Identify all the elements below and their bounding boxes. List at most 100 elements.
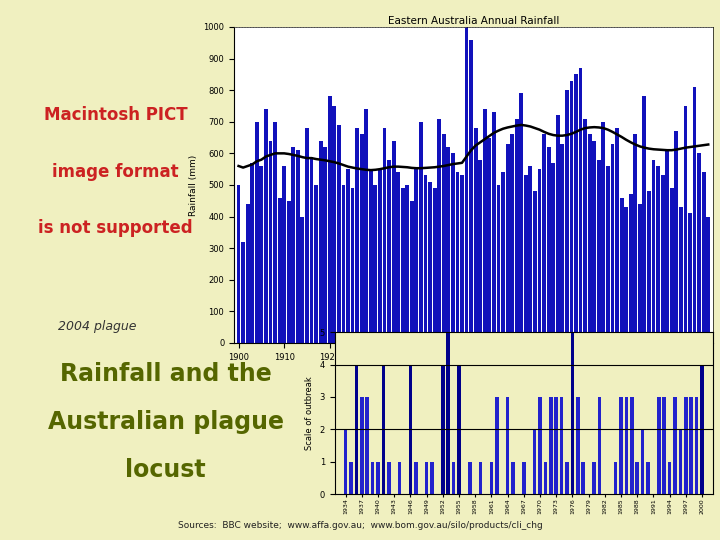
Bar xyxy=(565,90,569,343)
Bar xyxy=(305,128,309,343)
Bar xyxy=(437,119,441,343)
Bar xyxy=(581,462,585,494)
Bar xyxy=(511,462,515,494)
Bar xyxy=(519,93,523,343)
Bar xyxy=(706,217,710,343)
Bar xyxy=(396,172,400,343)
Bar xyxy=(314,185,318,343)
Bar xyxy=(360,134,364,343)
Bar xyxy=(497,185,500,343)
Bar xyxy=(670,188,674,343)
Bar xyxy=(542,134,546,343)
Bar xyxy=(464,27,469,343)
Bar xyxy=(468,462,472,494)
Bar xyxy=(433,188,436,343)
Bar xyxy=(630,397,634,494)
Bar xyxy=(652,160,655,343)
Bar xyxy=(549,397,553,494)
Bar xyxy=(510,134,514,343)
Bar xyxy=(552,163,555,343)
Bar xyxy=(576,397,580,494)
Bar xyxy=(570,80,573,343)
Bar xyxy=(237,185,240,343)
Bar xyxy=(425,462,428,494)
Bar xyxy=(310,157,313,343)
Bar xyxy=(255,122,258,343)
Bar xyxy=(665,150,669,343)
Bar xyxy=(456,172,459,343)
Bar xyxy=(490,462,493,494)
Bar xyxy=(428,182,432,343)
Bar xyxy=(378,169,382,343)
Bar xyxy=(287,201,291,343)
Bar xyxy=(241,242,245,343)
Bar xyxy=(624,397,629,494)
Bar xyxy=(382,128,387,343)
Bar xyxy=(469,39,473,343)
Bar xyxy=(405,185,409,343)
Bar xyxy=(560,144,564,343)
Bar xyxy=(278,198,282,343)
Bar xyxy=(598,397,601,494)
Bar xyxy=(360,397,364,494)
Y-axis label: Rainfall (mm): Rainfall (mm) xyxy=(189,154,198,215)
Bar xyxy=(634,134,637,343)
Bar xyxy=(629,194,633,343)
Bar xyxy=(700,364,704,494)
Bar xyxy=(613,462,618,494)
Bar xyxy=(574,75,578,343)
Bar xyxy=(524,176,528,343)
Bar xyxy=(593,141,596,343)
Bar xyxy=(679,207,683,343)
Bar xyxy=(544,462,547,494)
Text: locust: locust xyxy=(125,458,206,482)
Bar xyxy=(683,106,688,343)
Bar xyxy=(501,172,505,343)
Bar xyxy=(300,217,305,343)
Bar xyxy=(565,462,569,494)
Bar xyxy=(592,462,596,494)
Bar xyxy=(323,147,327,343)
Bar xyxy=(635,462,639,494)
Text: Rainfall and the: Rainfall and the xyxy=(60,362,271,386)
Bar xyxy=(414,462,418,494)
Bar xyxy=(661,176,665,343)
Bar xyxy=(538,397,542,494)
Y-axis label: Scale of outbreak: Scale of outbreak xyxy=(305,376,314,450)
Bar xyxy=(673,397,677,494)
Bar xyxy=(446,147,450,343)
Bar xyxy=(478,160,482,343)
Bar xyxy=(354,364,359,494)
Bar xyxy=(292,147,295,343)
Bar xyxy=(492,112,496,343)
X-axis label: Year: Year xyxy=(463,367,484,377)
Bar xyxy=(365,397,369,494)
Bar xyxy=(667,462,672,494)
Bar xyxy=(351,188,354,343)
Bar xyxy=(423,176,428,343)
Bar xyxy=(624,207,628,343)
Bar xyxy=(251,163,254,343)
Bar xyxy=(341,185,346,343)
Bar xyxy=(597,160,600,343)
Bar xyxy=(346,169,350,343)
Bar xyxy=(646,462,650,494)
Bar xyxy=(638,204,642,343)
Bar xyxy=(343,429,348,494)
Bar xyxy=(606,166,610,343)
Bar xyxy=(259,166,264,343)
Bar xyxy=(387,160,391,343)
Bar xyxy=(457,364,461,494)
Bar xyxy=(675,131,678,343)
Bar xyxy=(693,87,696,343)
Bar xyxy=(533,429,536,494)
Text: Macintosh PICT: Macintosh PICT xyxy=(44,106,187,124)
Bar xyxy=(451,462,456,494)
Bar xyxy=(554,397,558,494)
Text: 2004 plague: 2004 plague xyxy=(58,320,137,333)
Bar xyxy=(441,364,445,494)
Bar xyxy=(559,397,564,494)
Bar xyxy=(611,144,614,343)
Text: Sources:  BBC website;  www.affa.gov.au;  www.bom.gov.au/silo/products/cli_chg: Sources: BBC website; www.affa.gov.au; w… xyxy=(178,521,542,530)
Bar xyxy=(647,191,651,343)
